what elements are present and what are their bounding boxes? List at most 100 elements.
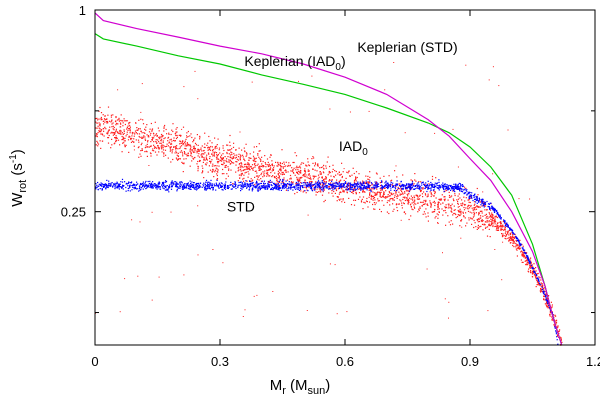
data-point [249, 185, 251, 188]
data-point [192, 186, 195, 188]
data-point [346, 185, 348, 187]
data-point [530, 261, 532, 263]
data-point [249, 183, 251, 185]
data-point [307, 184, 309, 186]
data-point [409, 188, 411, 190]
y-tick-label: 0.25 [61, 205, 86, 220]
data-point [107, 142, 110, 144]
data-point [353, 190, 355, 192]
data-point [354, 185, 356, 187]
data-point [529, 260, 532, 262]
data-point [189, 144, 191, 146]
data-point [434, 208, 436, 211]
data-point [366, 183, 368, 185]
data-point [216, 184, 218, 186]
data-point [457, 206, 459, 208]
data-point [452, 188, 454, 190]
data-point [458, 193, 460, 195]
data-point [293, 167, 295, 169]
data-point [396, 180, 398, 182]
data-point [452, 186, 455, 188]
data-point [255, 182, 257, 184]
data-point [442, 185, 444, 187]
data-point [225, 166, 227, 168]
data-point [175, 145, 177, 147]
data-point [531, 265, 533, 268]
data-point [298, 178, 300, 180]
data-point [307, 170, 309, 172]
data-point [539, 283, 541, 286]
data-point [477, 224, 479, 226]
data-point [499, 216, 501, 218]
data-point [126, 183, 129, 185]
data-point [471, 192, 473, 194]
data-point [402, 187, 404, 189]
data-point [504, 237, 506, 239]
data-point [400, 189, 402, 191]
data-point [468, 219, 470, 221]
data-point [259, 158, 261, 160]
data-point [163, 181, 165, 183]
data-point [399, 193, 401, 195]
data-point [261, 185, 263, 187]
outlier-point [212, 249, 214, 250]
data-point [541, 286, 543, 288]
data-point [531, 267, 533, 269]
data-point [105, 118, 107, 121]
data-point [233, 186, 235, 188]
data-point [151, 128, 154, 130]
data-point [488, 220, 490, 222]
data-point [539, 290, 541, 292]
data-point [120, 119, 122, 122]
data-point [216, 144, 218, 146]
data-point [527, 257, 529, 259]
data-point [527, 262, 529, 264]
data-point [434, 191, 436, 193]
data-point [276, 186, 278, 188]
data-point [159, 142, 161, 144]
data-point [471, 197, 473, 199]
data-point [115, 140, 117, 142]
data-point [197, 160, 199, 163]
data-point [163, 155, 165, 157]
data-point [110, 114, 112, 116]
data-point [337, 173, 339, 175]
data-point [414, 200, 416, 202]
data-point [384, 197, 386, 199]
data-point [304, 190, 306, 192]
data-point [438, 188, 440, 190]
data-point [319, 190, 321, 192]
data-point [235, 149, 237, 151]
data-point [530, 266, 532, 268]
data-point [163, 127, 165, 129]
data-point [186, 187, 188, 189]
data-point [128, 185, 131, 187]
data-point [191, 149, 193, 151]
data-point [383, 185, 386, 187]
data-point [527, 258, 529, 261]
data-point [142, 184, 144, 186]
data-point [399, 183, 401, 185]
data-point [223, 162, 225, 164]
data-point [359, 187, 361, 189]
data-point [453, 199, 455, 202]
data-point [297, 167, 299, 169]
data-point [518, 239, 520, 241]
data-point [358, 192, 361, 194]
data-point [409, 186, 411, 188]
data-point [182, 140, 184, 142]
data-point [108, 183, 110, 185]
data-point [114, 188, 116, 190]
data-point [149, 134, 151, 136]
data-point [246, 184, 249, 186]
data-point [360, 200, 363, 202]
data-point [222, 189, 224, 191]
data-point [151, 129, 153, 131]
data-point [532, 266, 534, 268]
data-point [273, 165, 275, 167]
data-point [129, 136, 131, 138]
data-point [355, 176, 357, 178]
data-point [188, 145, 190, 147]
data-point [256, 185, 258, 187]
data-point [210, 179, 212, 181]
